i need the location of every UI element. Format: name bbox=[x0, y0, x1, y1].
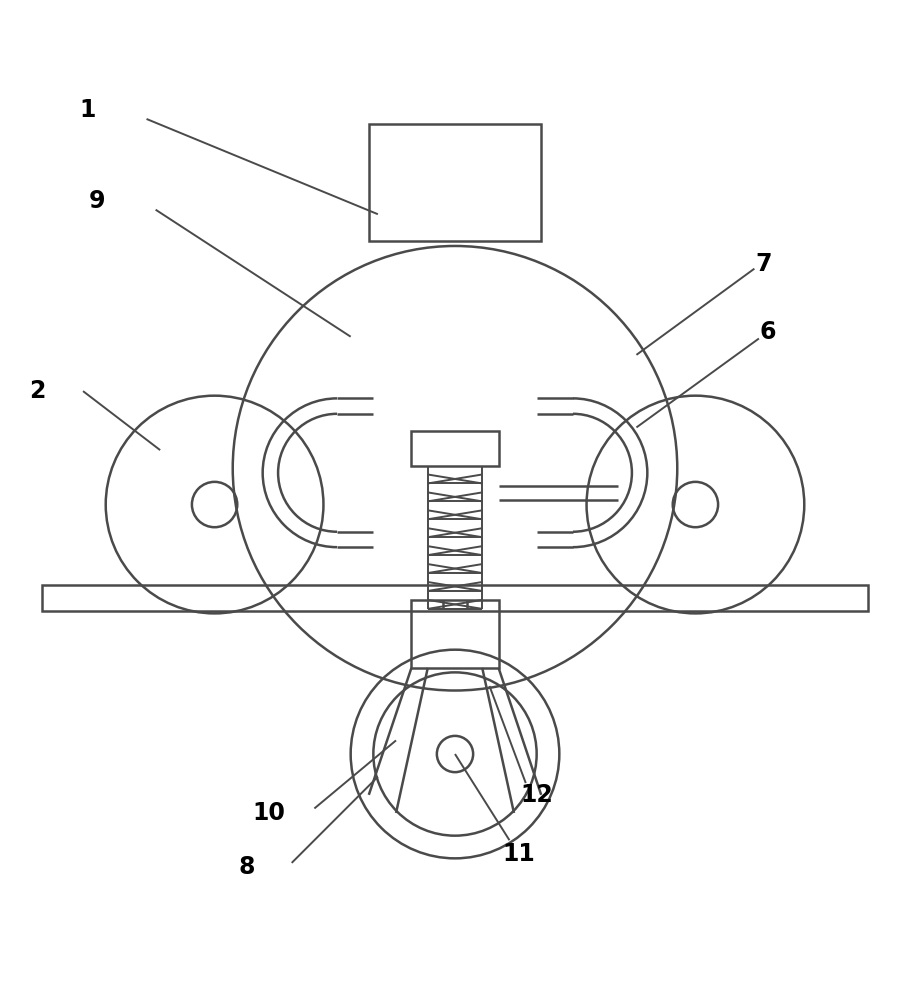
Bar bbox=[369, 124, 541, 241]
Text: 1: 1 bbox=[79, 98, 96, 122]
Text: 10: 10 bbox=[253, 801, 286, 825]
Text: 2: 2 bbox=[29, 379, 46, 403]
Text: 9: 9 bbox=[88, 189, 105, 213]
Bar bbox=[411, 600, 499, 668]
Text: 12: 12 bbox=[521, 783, 553, 807]
Text: 8: 8 bbox=[238, 855, 255, 879]
Text: 7: 7 bbox=[755, 252, 772, 276]
Bar bbox=[42, 585, 868, 611]
Text: 11: 11 bbox=[502, 842, 535, 866]
Bar bbox=[411, 431, 499, 466]
Text: 6: 6 bbox=[760, 320, 776, 344]
